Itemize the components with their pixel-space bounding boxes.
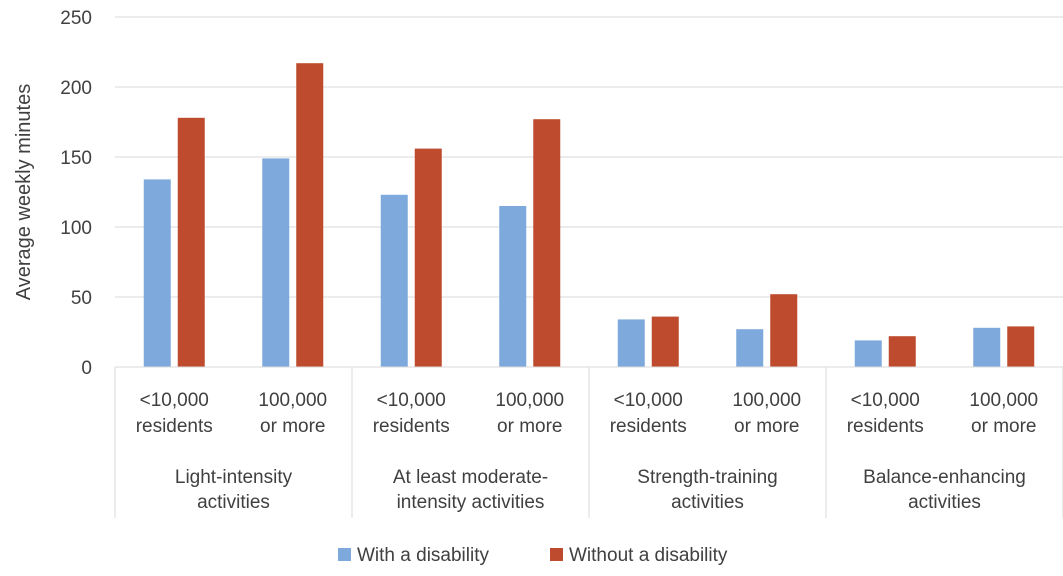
bar-with-disability xyxy=(380,194,408,367)
legend-swatch xyxy=(550,548,563,561)
category-label: residents xyxy=(373,416,450,437)
group-label: activities xyxy=(908,492,981,513)
gridlines xyxy=(115,16,1063,298)
category-label: 100,000 xyxy=(732,390,801,411)
group-label: Light-intensity xyxy=(175,467,293,488)
category-label: <10,000 xyxy=(377,390,446,411)
y-axis-ticks: 0 50 100 150 200 250 xyxy=(60,8,92,379)
bar-without-disability xyxy=(888,336,916,367)
category-label: 100,000 xyxy=(258,390,327,411)
bar-with-disability xyxy=(262,158,290,367)
bar-with-disability xyxy=(736,329,764,367)
category-label: <10,000 xyxy=(140,390,209,411)
bar-without-disability xyxy=(651,316,679,367)
category-label: or more xyxy=(260,416,325,437)
category-label: or more xyxy=(734,416,799,437)
category-label: 100,000 xyxy=(969,390,1038,411)
group-label: intensity activities xyxy=(397,492,545,513)
bar-with-disability xyxy=(973,327,1001,367)
bar-with-disability xyxy=(499,206,527,367)
bar-without-disability xyxy=(533,119,561,367)
bar-without-disability xyxy=(1007,326,1035,367)
y-tick-label: 100 xyxy=(60,218,92,239)
x-axis: <10,000 residents 100,000 or more Light-inte… xyxy=(114,366,1063,518)
y-tick-label: 200 xyxy=(60,78,92,99)
legend-label: With a disability xyxy=(357,545,489,566)
group-label: Balance-enhancing xyxy=(863,467,1026,488)
group-label: Strength-training xyxy=(637,467,777,488)
category-label: residents xyxy=(136,416,213,437)
category-label: residents xyxy=(610,416,687,437)
y-tick-label: 50 xyxy=(71,288,92,309)
legend: With a disability Without a disability xyxy=(338,545,728,566)
category-label: <10,000 xyxy=(614,390,683,411)
y-tick-label: 0 xyxy=(81,358,92,379)
y-tick-label: 250 xyxy=(60,8,92,29)
group-label: At least moderate- xyxy=(393,467,548,488)
category-label: <10,000 xyxy=(851,390,920,411)
legend-swatch xyxy=(338,548,351,561)
group-label: activities xyxy=(197,492,270,513)
bars xyxy=(143,63,1035,367)
category-label: or more xyxy=(971,416,1036,437)
category-label: or more xyxy=(497,416,562,437)
bar-without-disability xyxy=(177,117,205,367)
y-axis-label: Average weekly minutes xyxy=(13,84,35,300)
bar-with-disability xyxy=(143,179,171,367)
bar-without-disability xyxy=(414,148,442,367)
y-tick-label: 150 xyxy=(60,148,92,169)
bar-with-disability xyxy=(854,340,882,367)
category-label: 100,000 xyxy=(495,390,564,411)
bar-with-disability xyxy=(617,319,645,367)
category-label: residents xyxy=(847,416,924,437)
legend-label: Without a disability xyxy=(569,545,728,566)
group-label: activities xyxy=(671,492,744,513)
bar-without-disability xyxy=(770,294,798,367)
bar-without-disability xyxy=(296,63,324,367)
